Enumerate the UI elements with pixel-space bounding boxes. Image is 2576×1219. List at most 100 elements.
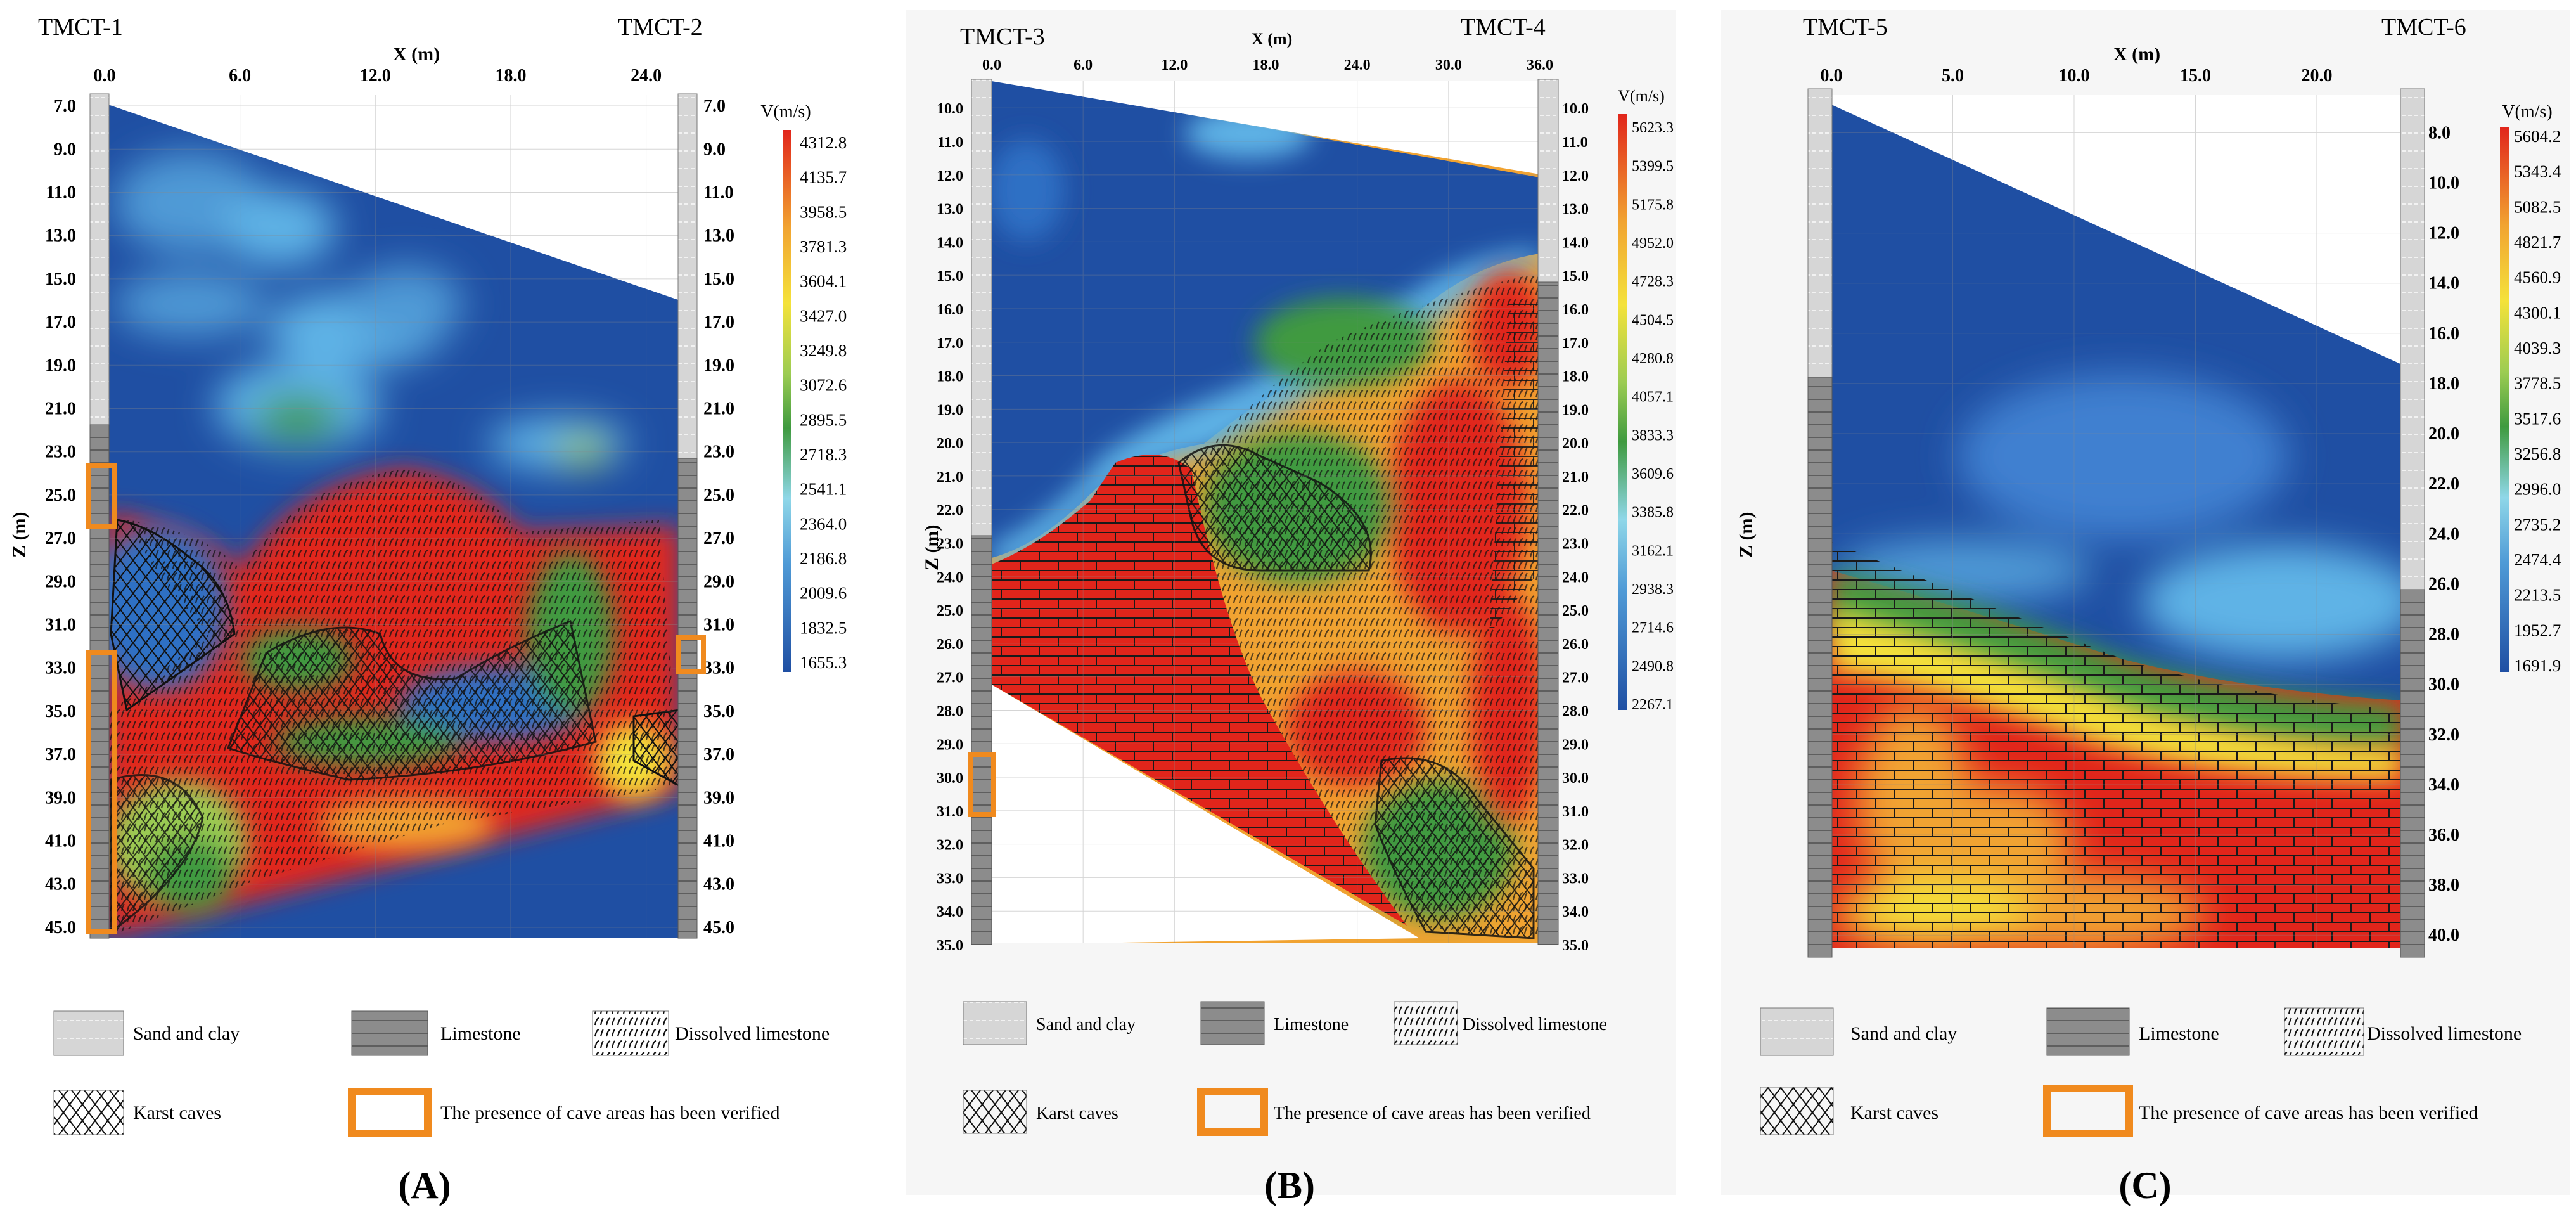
z-tick-label-right: 28.0 xyxy=(1562,703,1589,719)
panel-b-left-hole-label: TMCT-3 xyxy=(960,23,1045,50)
colorbar-tick-label: 2714.6 xyxy=(1632,620,1674,636)
z-tick-label-left: 19.0 xyxy=(45,356,76,375)
panel-a-legend-sand-label: Sand and clay xyxy=(133,1023,240,1044)
colorbar-tick-label: 5082.5 xyxy=(2514,197,2561,216)
panel-c-legend-limestone-swatch xyxy=(2046,1007,2130,1056)
z-tick-label-right: 34.0 xyxy=(1562,904,1589,920)
panel-a-legend-verified-label: The presence of cave areas has been veri… xyxy=(440,1102,780,1123)
z-tick-label-right: 26.0 xyxy=(2428,574,2459,594)
z-tick-label-right: 24.0 xyxy=(1562,569,1589,586)
panel-a-right-borehole-limestone xyxy=(677,458,698,939)
z-tick-label-left: 29.0 xyxy=(45,572,76,591)
x-tick-label: 10.0 xyxy=(2058,66,2089,86)
panel-c-label: (C) xyxy=(2118,1164,2171,1206)
panel-b-legend-verified-label: The presence of cave areas has been veri… xyxy=(1274,1104,1591,1123)
panel-a-right-borehole-sand xyxy=(677,93,698,459)
panel-c-left-borehole-limestone xyxy=(1807,377,1833,958)
colorbar-tick-label: 2996.0 xyxy=(2514,480,2561,499)
z-tick-label-left: 13.0 xyxy=(45,226,76,246)
z-tick-label-right: 35.0 xyxy=(1562,938,1589,954)
colorbar-tick-label: 5343.4 xyxy=(2514,162,2561,181)
colorbar-tick-label: 2490.8 xyxy=(1632,658,1674,674)
z-tick-label-right: 35.0 xyxy=(703,702,734,721)
colorbar-tick-label: 2895.5 xyxy=(800,410,847,429)
z-tick-label-left: 12.0 xyxy=(937,168,963,184)
colorbar-tick-label: 2938.3 xyxy=(1632,581,1674,598)
panel-b-x-ticks: 0.0 6.0 12.0 18.0 24.0 30.0 36.0 xyxy=(982,57,1553,74)
z-tick-label-right: 24.0 xyxy=(2428,524,2459,544)
panel-a-legend: Sand and clay Limestone Dissolved limest… xyxy=(53,1010,830,1137)
panel-b: TMCT-3 TMCT-4 X (m) 0.0 6.0 12.0 18.0 24.0 30… xyxy=(906,10,1676,1206)
z-tick-label-right: 11.0 xyxy=(1562,134,1588,151)
z-tick-label-left: 18.0 xyxy=(937,369,963,385)
z-tick-label-right: 21.0 xyxy=(1562,469,1589,486)
colorbar-tick-label: 3609.6 xyxy=(1632,466,1674,482)
colorbar-tick-label: 2718.3 xyxy=(800,445,847,464)
panel-a-legend-dissolved-swatch xyxy=(592,1010,669,1056)
panel-b-legend-dissolved-label: Dissolved limestone xyxy=(1463,1015,1607,1035)
panel-a-left-borehole-limestone xyxy=(89,424,110,939)
colorbar-tick-label: 1832.5 xyxy=(800,618,847,637)
colorbar-tick-label: 2009.6 xyxy=(800,584,847,603)
colorbar-tick-label: 2735.2 xyxy=(2514,515,2561,534)
x-tick-label: 18.0 xyxy=(495,66,526,86)
z-tick-label-left: 32.0 xyxy=(937,837,963,854)
x-tick-label: 15.0 xyxy=(2180,66,2211,86)
x-tick-label: 12.0 xyxy=(360,66,391,86)
z-tick-label-left: 35.0 xyxy=(45,702,76,721)
z-tick-label-right: 18.0 xyxy=(1562,369,1589,385)
panel-a-verified-cave-frame-3 xyxy=(676,635,706,674)
panel-c-legend-dissolved-label: Dissolved limestone xyxy=(2367,1023,2522,1044)
colorbar-tick-label: 3781.3 xyxy=(800,237,847,256)
colorbar-tick-label: 4504.5 xyxy=(1632,312,1674,328)
panel-c-right-z-ticks: 8.0 10.0 12.0 14.0 16.0 18.0 20.0 22.0 24.0 26.0 2… xyxy=(2428,123,2459,945)
z-tick-label-right: 10.0 xyxy=(2428,173,2459,193)
x-tick-label: 0.0 xyxy=(94,66,116,86)
z-tick-label-right: 12.0 xyxy=(2428,224,2459,243)
z-tick-label-left: 7.0 xyxy=(54,96,76,116)
panel-c-legend-sand-swatch xyxy=(1760,1007,1834,1056)
z-tick-label-left: 11.0 xyxy=(46,183,76,202)
z-tick-label-right: 30.0 xyxy=(1562,770,1589,787)
z-tick-label-right: 29.0 xyxy=(1562,737,1589,753)
colorbar-tick-label: 4560.9 xyxy=(2514,268,2561,287)
panel-b-right-z-ticks: 10.0 11.0 12.0 13.0 14.0 15.0 16.0 17.0 18.0 19.0… xyxy=(1562,101,1589,954)
colorbar-tick-label: 2213.5 xyxy=(2514,586,2561,605)
z-tick-label-right: 7.0 xyxy=(703,96,726,116)
z-tick-label-right: 45.0 xyxy=(703,918,734,938)
z-tick-label-right: 34.0 xyxy=(2428,775,2459,795)
colorbar-tick-label: 2541.1 xyxy=(800,480,847,499)
z-tick-label-left: 28.0 xyxy=(937,703,963,719)
panel-c-legend-dissolved-swatch xyxy=(2284,1007,2364,1056)
z-tick-label-right: 21.0 xyxy=(703,399,734,418)
colorbar-tick-label: 2364.0 xyxy=(800,514,847,533)
panel-a-x-axis-title: X (m) xyxy=(393,44,440,65)
colorbar-tick-label: 4280.8 xyxy=(1632,351,1674,367)
z-tick-label-right: 8.0 xyxy=(2428,123,2451,143)
z-tick-label-left: 21.0 xyxy=(937,469,963,486)
z-tick-label-left: 35.0 xyxy=(937,938,963,954)
x-tick-label: 6.0 xyxy=(229,66,251,86)
panel-b-legend: Sand and clay Limestone Dissolved limest… xyxy=(963,1001,1607,1136)
z-tick-label-left: 15.0 xyxy=(45,269,76,289)
z-tick-label-left: 10.0 xyxy=(937,101,963,117)
z-tick-label-left: 15.0 xyxy=(937,268,963,285)
z-tick-label-right: 39.0 xyxy=(703,788,734,808)
panel-b-colorbar-ticks: 5623.3 5399.5 5175.8 4952.0 4728.3 4504.5 4280… xyxy=(1632,120,1674,713)
z-tick-label-left: 33.0 xyxy=(937,870,963,887)
z-tick-label-left: 20.0 xyxy=(937,435,963,452)
panel-c-velocity-field xyxy=(1831,95,2402,948)
x-tick-label: 6.0 xyxy=(1073,57,1093,74)
colorbar-tick-label: 2474.4 xyxy=(2514,550,2561,569)
panel-c-z-axis-title: Z (m) xyxy=(1736,512,1757,558)
colorbar-tick-label: 3072.6 xyxy=(800,376,847,395)
z-tick-label-right: 16.0 xyxy=(2428,324,2459,344)
colorbar-tick-label: 3162.1 xyxy=(1632,543,1674,559)
z-tick-label-left: 31.0 xyxy=(937,804,963,820)
z-tick-label-left: 9.0 xyxy=(54,139,76,159)
z-tick-label-right: 18.0 xyxy=(2428,374,2459,394)
colorbar-tick-label: 1691.9 xyxy=(2514,656,2561,675)
z-tick-label-right: 36.0 xyxy=(2428,825,2459,845)
x-tick-label: 30.0 xyxy=(1435,57,1462,74)
